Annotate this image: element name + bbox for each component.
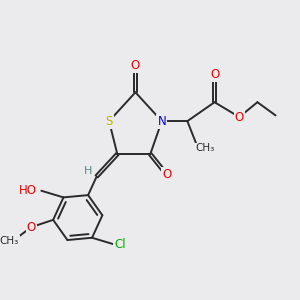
Text: O: O bbox=[27, 221, 36, 234]
Text: O: O bbox=[235, 110, 244, 124]
Text: CH₃: CH₃ bbox=[195, 143, 214, 153]
Text: O: O bbox=[131, 59, 140, 72]
Text: Cl: Cl bbox=[114, 238, 126, 251]
Text: O: O bbox=[210, 68, 219, 81]
Text: N: N bbox=[158, 115, 166, 128]
Text: H: H bbox=[84, 167, 93, 176]
Text: HO: HO bbox=[19, 184, 37, 197]
Text: CH₃: CH₃ bbox=[0, 236, 19, 246]
Text: S: S bbox=[105, 115, 113, 128]
Text: O: O bbox=[162, 168, 171, 181]
